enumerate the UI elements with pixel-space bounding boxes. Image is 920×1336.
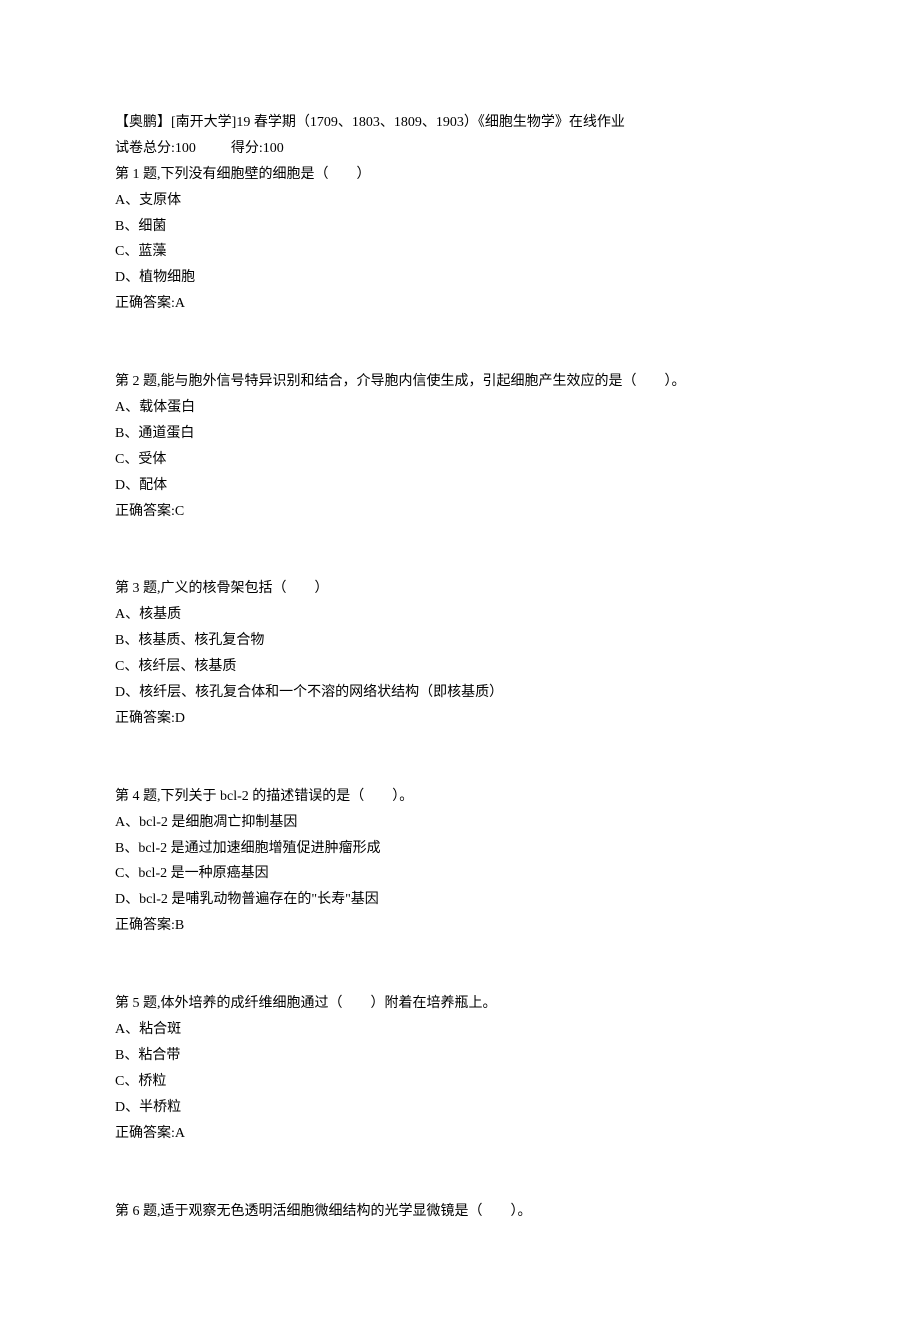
option-line: C、蓝藻 (115, 239, 805, 265)
option-line: B、通道蛋白 (115, 421, 805, 447)
answer-line: 正确答案:D (115, 706, 805, 732)
score-line: 试卷总分:100 得分:100 (115, 136, 805, 162)
question-block: 第 1 题,下列没有细胞壁的细胞是（ ） A、支原体 B、细菌 C、蓝藻 D、植… (115, 162, 805, 317)
question-block: 第 6 题,适于观察无色透明活细胞微细结构的光学显微镜是（ ）。 (115, 1199, 805, 1225)
answer-line: 正确答案:A (115, 1121, 805, 1147)
question-text: 第 1 题,下列没有细胞壁的细胞是（ ） (115, 162, 805, 188)
option-line: A、粘合斑 (115, 1017, 805, 1043)
option-line: D、核纤层、核孔复合体和一个不溶的网络状结构（即核基质） (115, 680, 805, 706)
option-line: B、粘合带 (115, 1043, 805, 1069)
option-line: C、桥粒 (115, 1069, 805, 1095)
option-line: D、配体 (115, 473, 805, 499)
question-text: 第 6 题,适于观察无色透明活细胞微细结构的光学显微镜是（ ）。 (115, 1199, 805, 1225)
question-block: 第 2 题,能与胞外信号特异识别和结合，介导胞内信使生成，引起细胞产生效应的是（… (115, 369, 805, 524)
option-line: C、受体 (115, 447, 805, 473)
option-line: D、植物细胞 (115, 265, 805, 291)
option-line: C、核纤层、核基质 (115, 654, 805, 680)
question-block: 第 3 题,广义的核骨架包括（ ） A、核基质 B、核基质、核孔复合物 C、核纤… (115, 576, 805, 731)
question-block: 第 4 题,下列关于 bcl-2 的描述错误的是（ ）。 A、bcl-2 是细胞… (115, 784, 805, 939)
option-line: A、核基质 (115, 602, 805, 628)
exam-title: 【奥鹏】[南开大学]19 春学期（1709、1803、1809、1903）《细胞… (115, 110, 805, 136)
obtained-score: 得分:100 (231, 141, 284, 156)
question-block: 第 5 题,体外培养的成纤维细胞通过（ ）附着在培养瓶上。 A、粘合斑 B、粘合… (115, 991, 805, 1146)
option-line: A、载体蛋白 (115, 395, 805, 421)
option-line: B、核基质、核孔复合物 (115, 628, 805, 654)
option-line: A、bcl-2 是细胞凋亡抑制基因 (115, 810, 805, 836)
answer-line: 正确答案:B (115, 913, 805, 939)
option-line: D、半桥粒 (115, 1095, 805, 1121)
answer-line: 正确答案:A (115, 291, 805, 317)
option-line: C、bcl-2 是一种原癌基因 (115, 861, 805, 887)
total-score: 试卷总分:100 (115, 141, 196, 156)
question-text: 第 5 题,体外培养的成纤维细胞通过（ ）附着在培养瓶上。 (115, 991, 805, 1017)
option-line: D、bcl-2 是哺乳动物普遍存在的"长寿"基因 (115, 887, 805, 913)
option-line: B、细菌 (115, 214, 805, 240)
option-line: A、支原体 (115, 188, 805, 214)
option-line: B、bcl-2 是通过加速细胞增殖促进肿瘤形成 (115, 836, 805, 862)
question-text: 第 2 题,能与胞外信号特异识别和结合，介导胞内信使生成，引起细胞产生效应的是（… (115, 369, 805, 395)
question-text: 第 4 题,下列关于 bcl-2 的描述错误的是（ ）。 (115, 784, 805, 810)
question-text: 第 3 题,广义的核骨架包括（ ） (115, 576, 805, 602)
answer-line: 正确答案:C (115, 499, 805, 525)
